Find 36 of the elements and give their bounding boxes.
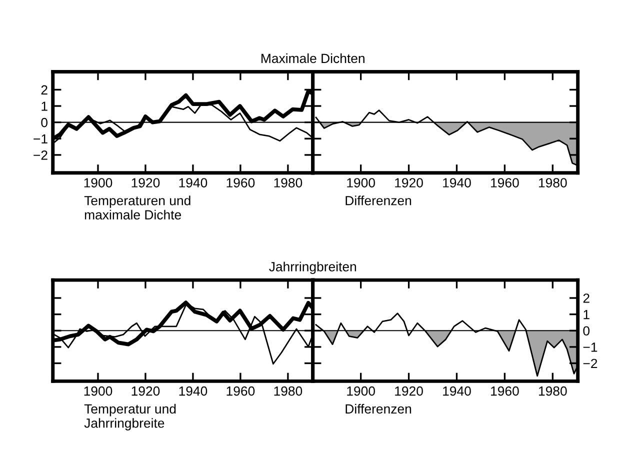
x-tick-label: 1960 [226, 178, 255, 188]
x-tick-label: 1960 [491, 386, 519, 396]
x-tick-label: 1940 [443, 386, 471, 396]
y-tick-label: 1 [42, 102, 48, 111]
y2-tick-label: 0 [583, 326, 590, 336]
y-tick-label: −2 [34, 150, 48, 160]
y-tick-label: 2 [41, 85, 48, 94]
x-axis-title: Temperaturen und maximale Dichte [84, 196, 190, 220]
x-tick-label: 1920 [132, 386, 160, 396]
y2-tick-label: 1 [584, 310, 590, 320]
chart-title: Jahrringbreiten [269, 262, 356, 274]
x-tick-label: 1900 [84, 178, 112, 188]
x-tick-label: 1920 [395, 178, 423, 188]
x-tick-label: 1900 [84, 386, 112, 396]
x-tick-label: 1900 [347, 386, 375, 396]
x-tick-label: 1940 [179, 178, 208, 188]
x-tick-label: 1980 [538, 386, 567, 396]
y2-tick-label: −1 [583, 342, 598, 352]
x-tick-label: 1980 [538, 178, 567, 188]
x-tick-label: 1900 [347, 178, 375, 188]
x-tick-label: 1940 [443, 178, 471, 188]
x-tick-label: 1920 [132, 178, 160, 188]
y-tick-label: 0 [41, 118, 48, 128]
x-tick-label: 1940 [179, 386, 208, 396]
x-tick-label: 1960 [491, 178, 519, 188]
y-tick-label: −1 [34, 134, 48, 144]
x-axis-title: Temperatur und Jahrringbreite [84, 404, 176, 430]
x-tick-label: 1980 [274, 386, 302, 396]
x-axis-title: Differenzen [346, 196, 412, 206]
x-tick-label: 1960 [226, 386, 255, 396]
x-axis-title: Differenzen [346, 404, 412, 414]
x-tick-label: 1980 [274, 178, 302, 188]
y2-tick-label: 2 [583, 294, 590, 303]
x-tick-label: 1920 [395, 386, 423, 396]
chart-title: Maximale Dichten [262, 53, 364, 64]
y2-tick-label: −2 [583, 358, 598, 368]
